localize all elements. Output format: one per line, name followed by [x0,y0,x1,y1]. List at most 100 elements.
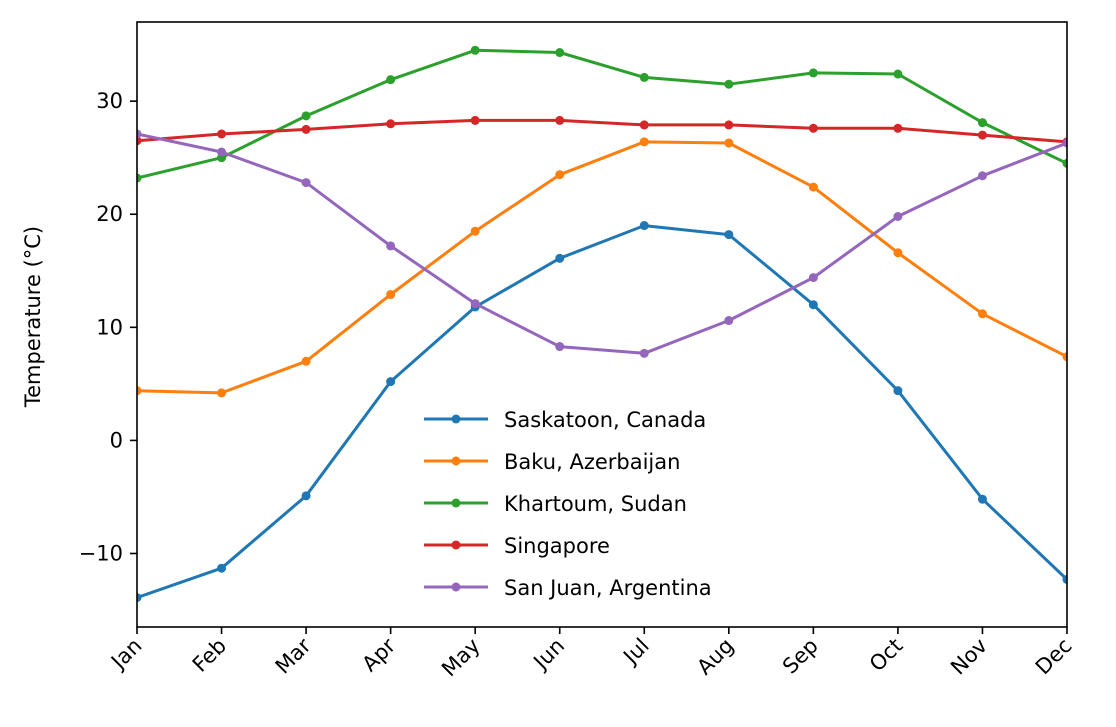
x-axis: Jan Feb Mar Apr May Jun Jul Aug Sep Oct Nov Dec [105,627,1077,682]
data-point [808,300,818,310]
data-point [1062,158,1067,168]
series-line [137,140,1067,395]
data-point [808,182,818,192]
series-line [137,118,1067,144]
legend-label: Baku, Azerbaijan [504,450,680,474]
series-2 [137,45,1067,183]
x-tick-label: Feb [188,634,231,677]
data-point [217,129,227,139]
x-tick-label: Jan [105,634,146,675]
data-point [470,45,480,55]
series-line [137,224,1067,600]
data-point [977,494,987,504]
x-tick-label: Dec [1031,634,1077,680]
data-point [386,241,396,251]
legend-marker [451,414,461,424]
series-4 [137,129,1067,358]
data-point [137,129,142,139]
data-point [217,147,227,157]
data-point [555,342,565,352]
data-point [555,115,565,125]
x-tick-label: Jun [528,634,570,676]
data-point [137,173,142,183]
x-tick-label: Sep [778,634,823,679]
series-0 [137,221,1067,603]
legend-marker [451,498,461,508]
data-point [639,72,649,82]
x-tick-label: Oct [865,634,908,677]
data-point [808,273,818,283]
y-axis-title: Temperature (°C) [21,226,45,408]
x-tick-label: Mar [271,633,316,678]
data-point [386,119,396,129]
legend: Saskatoon, Canada Baku, Azerbaijan Khartou… [424,408,712,600]
legend-item: Saskatoon, Canada [424,408,706,432]
data-point [470,226,480,236]
data-point [555,170,565,180]
data-point [301,111,311,121]
data-point [217,388,227,398]
legend-item: Khartoum, Sudan [424,492,687,516]
data-point [724,316,734,326]
data-point [386,290,396,300]
data-point [639,137,649,147]
series-line [137,48,1067,180]
legend-item: San Juan, Argentina [424,576,712,600]
data-point [724,120,734,130]
data-point [301,178,311,188]
data-point [470,115,480,125]
data-point [639,120,649,130]
data-point [977,171,987,181]
data-point [1062,138,1067,148]
x-tick-label: May [437,634,485,682]
x-tick-label: Jul [618,634,654,670]
legend-label: San Juan, Argentina [504,576,712,600]
y-tick-label: 30 [96,89,123,113]
axes-frame [136,21,1068,628]
legend-label: Singapore [504,534,610,558]
data-point [555,48,565,58]
data-point [1062,352,1067,362]
legend-marker [451,582,461,592]
data-point [808,123,818,133]
data-point [977,130,987,140]
data-point [137,386,142,396]
data-point [724,230,734,240]
series-line [137,132,1067,355]
series-1 [137,137,1067,398]
legend-item: Baku, Azerbaijan [424,450,680,474]
data-point [386,75,396,85]
plot-area [137,45,1067,603]
legend-marker [451,540,461,550]
data-point [555,253,565,263]
series-3 [137,115,1067,147]
y-tick-label: 20 [96,202,123,226]
x-tick-label: Nov [946,634,992,680]
data-point [893,212,903,222]
data-point [1062,575,1067,585]
data-point [724,138,734,148]
data-point [137,136,142,146]
data-point [470,299,480,309]
data-point [217,563,227,573]
data-point [301,491,311,501]
data-point [639,348,649,358]
y-tick-label: −10 [79,541,123,565]
x-tick-label: Apr [358,633,401,676]
data-point [893,69,903,79]
y-axis: −10 0 10 20 30 [79,89,137,565]
data-point [301,124,311,134]
legend-label: Khartoum, Sudan [504,492,687,516]
data-point [639,221,649,231]
legend-label: Saskatoon, Canada [504,408,706,432]
legend-marker [451,456,461,466]
data-point [808,68,818,78]
data-point [893,123,903,133]
data-point [893,386,903,396]
legend-item: Singapore [424,534,610,558]
y-tick-label: 0 [110,428,123,452]
data-point [977,118,987,128]
data-point [977,309,987,319]
x-tick-label: Aug [692,634,738,680]
